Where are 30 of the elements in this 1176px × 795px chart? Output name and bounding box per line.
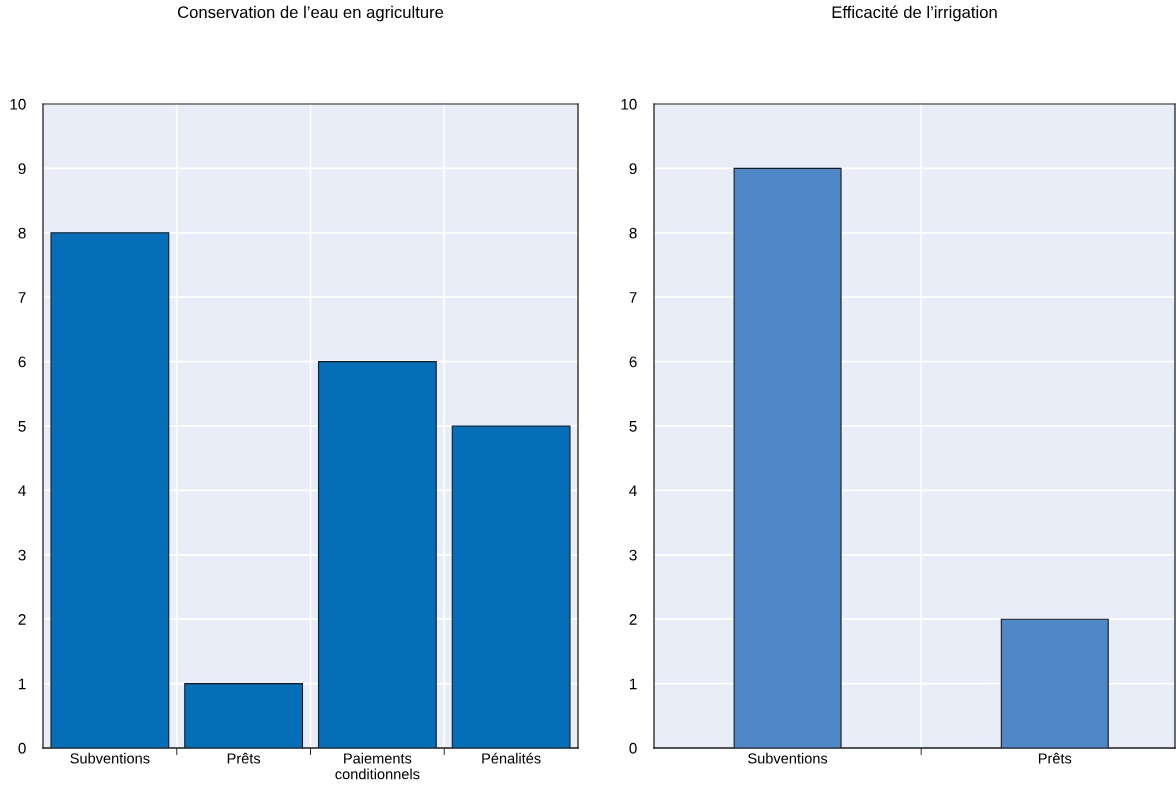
y-tick-label: 6 <box>629 356 637 368</box>
y-tick-label: 5 <box>18 421 26 432</box>
y-tick-label: 10 <box>10 98 26 110</box>
chart-title: Conservation de l’eau en agriculture <box>177 5 444 22</box>
y-tick-label: 7 <box>18 292 26 303</box>
y-tick-label: 0 <box>18 742 26 754</box>
x-tick-label: Pénalités <box>482 752 541 764</box>
y-tick-label: 7 <box>629 292 637 303</box>
y-tick-label: 4 <box>629 485 637 496</box>
x-tick-label: Paiements conditionnels <box>335 752 420 780</box>
y-tick-label: 1 <box>630 678 637 690</box>
y-tick-label: 6 <box>18 356 26 368</box>
y-tick-label: 1 <box>19 678 26 690</box>
x-tick-label: Prêts <box>227 752 261 764</box>
y-tick-label: 8 <box>629 227 637 239</box>
x-tick-label: Prêts <box>1038 752 1072 764</box>
y-tick-label: 8 <box>18 227 26 239</box>
y-tick-label: 3 <box>629 549 637 561</box>
y-tick-label: 5 <box>629 421 637 432</box>
x-tick-label: Subventions <box>748 752 828 764</box>
x-tick-label: Subventions <box>70 752 150 764</box>
y-tick-label: 0 <box>629 742 637 754</box>
y-tick-label: 9 <box>18 163 26 175</box>
y-tick-label: 2 <box>629 614 637 625</box>
chart-title: Efficacité de l’irrigation <box>832 5 997 22</box>
y-tick-label: 9 <box>629 163 637 175</box>
y-tick-label: 4 <box>18 485 26 496</box>
y-tick-label: 10 <box>621 98 637 110</box>
y-tick-label: 3 <box>18 549 26 561</box>
y-tick-label: 2 <box>18 614 26 625</box>
